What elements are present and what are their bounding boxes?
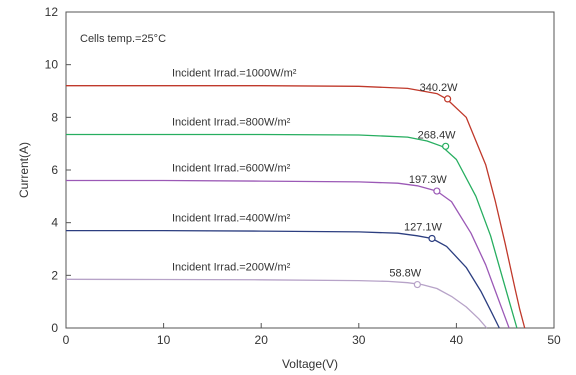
- iv-curve: [66, 133, 518, 329]
- mpp-label: 197.3W: [409, 174, 448, 186]
- ticks-group: 0 10 20 30 40 50 0 2 4 6 8 10 12: [45, 5, 561, 347]
- y-tick-label: 0: [51, 321, 58, 335]
- irradiance-label: Incident Irrad.=1000W/m²: [172, 68, 297, 80]
- iv-curve: [66, 229, 500, 329]
- mpp-label: 127.1W: [404, 221, 443, 233]
- y-tick-label: 4: [51, 216, 58, 230]
- cells-temp-note: Cells temp.=25°C: [80, 33, 166, 45]
- mpp-label: 268.4W: [418, 129, 457, 141]
- plot-frame: [65, 11, 555, 329]
- mpp-label: 58.8W: [389, 268, 421, 280]
- x-tick-label: 40: [450, 333, 464, 347]
- mpp-label: 340.2W: [420, 82, 459, 94]
- mpp-marker: [444, 95, 452, 103]
- x-tick-label: 20: [255, 333, 269, 347]
- y-tick-label: 6: [51, 163, 58, 177]
- y-tick-label: 12: [45, 5, 59, 19]
- y-tick-label: 2: [51, 268, 58, 282]
- y-axis-label: Current(A): [17, 142, 31, 198]
- x-axis-label: Voltage(V): [282, 357, 338, 371]
- x-tick-label: 0: [63, 333, 70, 347]
- mpp-marker: [428, 234, 436, 243]
- mpp-marker: [413, 280, 421, 289]
- annotations-group: Incident Irrad.=1000W/m² 340.2W Incident I…: [172, 68, 459, 289]
- y-tick-label: 10: [45, 58, 59, 72]
- x-tick-label: 50: [547, 333, 561, 347]
- irradiance-label: Incident Irrad.=400W/m²: [172, 213, 291, 225]
- mpp-marker: [442, 142, 450, 150]
- irradiance-label: Incident Irrad.=200W/m²: [172, 261, 291, 273]
- mpp-marker: [433, 187, 441, 195]
- x-tick-label: 10: [157, 333, 171, 347]
- iv-curve: [66, 85, 526, 329]
- irradiance-label: Incident Irrad.=800W/m²: [172, 116, 291, 128]
- x-tick-label: 30: [352, 333, 366, 347]
- y-tick-label: 8: [51, 110, 58, 124]
- irradiance-label: Incident Irrad.=600W/m²: [172, 163, 291, 175]
